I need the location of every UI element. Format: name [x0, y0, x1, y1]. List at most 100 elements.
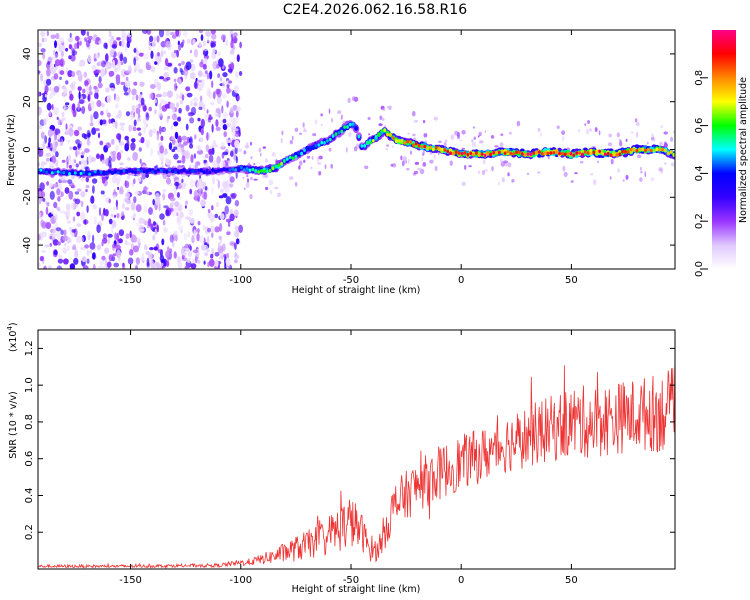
halo-speckle	[318, 171, 322, 176]
noise-speckle	[187, 231, 191, 238]
noise-speckle	[176, 49, 180, 58]
ridge-blob	[122, 169, 126, 173]
noise-speckle	[156, 35, 160, 43]
noise-speckle	[52, 106, 59, 116]
noise-speckle	[196, 233, 200, 242]
noise-speckle	[210, 30, 216, 35]
noise-speckle	[211, 80, 214, 88]
ridge-blob	[211, 168, 215, 172]
noise-speckle	[77, 102, 80, 111]
noise-speckle	[119, 162, 124, 166]
noise-speckle	[39, 119, 45, 126]
noise-speckle	[69, 146, 73, 151]
halo-speckle	[433, 116, 438, 121]
ridge-blob	[389, 133, 392, 137]
ridge-blob	[228, 168, 232, 172]
noise-speckle	[197, 83, 203, 92]
noise-speckle	[43, 265, 47, 269]
noise-speckle	[208, 258, 215, 267]
noise-speckle	[39, 182, 45, 191]
noise-speckle	[121, 211, 125, 217]
noise-speckle	[50, 66, 57, 75]
noise-speckle	[163, 128, 166, 132]
noise-speckle	[60, 59, 64, 65]
halo-speckle	[574, 172, 578, 175]
ridge-blob	[512, 152, 516, 156]
noise-speckle	[182, 39, 185, 45]
ridge-blob	[558, 151, 561, 156]
noise-speckle	[131, 138, 136, 143]
noise-speckle	[53, 249, 58, 256]
noise-speckle	[74, 249, 79, 259]
ridge-blob	[271, 166, 275, 171]
ridge-blob	[214, 169, 218, 173]
noise-speckle	[41, 37, 45, 43]
ridge-blob	[254, 169, 258, 173]
halo-speckle	[609, 176, 612, 180]
ridge-blob	[48, 170, 51, 174]
noise-speckle	[229, 241, 236, 246]
noise-speckle	[230, 150, 234, 157]
halo-speckle	[471, 141, 477, 148]
noise-speckle	[150, 261, 156, 269]
ridge-blob	[618, 152, 622, 156]
halo-speckle	[281, 130, 284, 136]
noise-speckle	[185, 104, 190, 112]
ridge-blob	[91, 171, 94, 175]
noise-speckle	[199, 61, 204, 68]
ridge-blob	[563, 152, 567, 157]
halo-speckle	[421, 157, 424, 162]
noise-speckle	[65, 123, 68, 130]
noise-speckle	[229, 213, 235, 222]
noise-speckle	[138, 177, 142, 182]
ridge-blob	[308, 145, 312, 150]
noise-speckle	[222, 181, 228, 189]
ridge-blob	[391, 136, 395, 140]
noise-speckle	[154, 228, 158, 235]
ridge-blob	[483, 153, 487, 158]
y-tick-label: 40	[22, 48, 33, 61]
ridge-blob	[575, 151, 579, 155]
noise-speckle	[138, 217, 144, 225]
noise-speckle	[46, 115, 49, 123]
noise-speckle	[54, 213, 58, 222]
noise-speckle	[66, 245, 70, 252]
noise-speckle	[200, 34, 204, 41]
noise-speckle	[69, 32, 72, 38]
ridge-blob	[111, 171, 114, 175]
noise-speckle	[125, 207, 130, 211]
noise-speckle	[162, 193, 166, 201]
noise-speckle	[136, 118, 142, 122]
ridge-blob	[561, 151, 564, 156]
halo-speckle	[499, 142, 504, 148]
halo-speckle	[644, 171, 647, 177]
noise-speckle	[176, 116, 181, 122]
ridge-blob	[543, 151, 547, 155]
halo-speckle	[594, 127, 598, 133]
noise-speckle	[62, 235, 69, 242]
noise-speckle	[226, 252, 230, 260]
ridge-blob	[366, 140, 369, 145]
noise-speckle	[125, 233, 130, 239]
colorbar-tick-label: 0.0	[694, 261, 705, 277]
noise-speckle	[232, 118, 238, 126]
noise-speckle	[234, 259, 238, 264]
noise-speckle	[211, 248, 214, 253]
ridge-blob	[300, 151, 303, 156]
noise-speckle	[92, 234, 95, 244]
noise-speckle	[142, 30, 148, 34]
ridge-blob	[503, 151, 507, 155]
ridge-blob	[621, 150, 624, 154]
ridge-blob	[334, 132, 338, 136]
noise-speckle	[46, 102, 52, 111]
halo-speckle	[634, 118, 638, 123]
halo-speckle	[608, 133, 612, 138]
ridge-blob	[661, 147, 665, 152]
halo-speckle	[294, 181, 298, 187]
noise-speckle	[77, 126, 83, 131]
colorbar-tick-label: 0.6	[694, 118, 705, 134]
noise-speckle	[51, 229, 58, 238]
halo-speckle	[607, 142, 613, 147]
noise-speckle	[161, 238, 165, 246]
ridge-blob	[354, 126, 358, 131]
